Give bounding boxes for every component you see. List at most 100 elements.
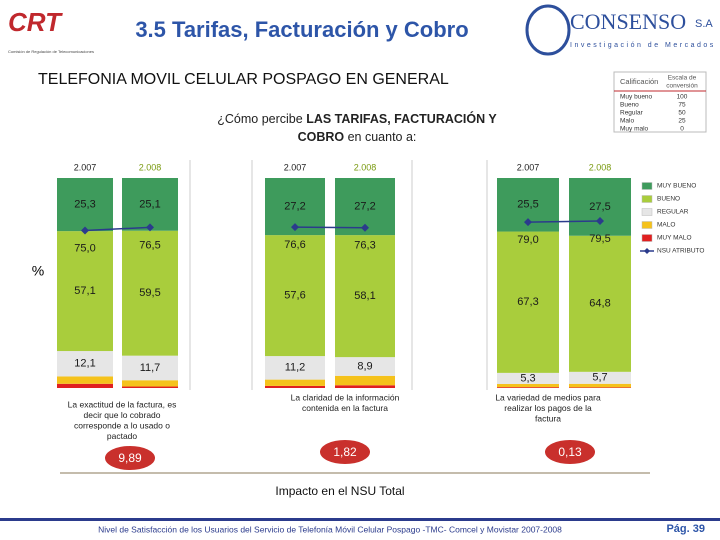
legend-label: MUY MALO [657, 235, 692, 242]
table-cell: Muy bueno [620, 94, 653, 101]
legend-marker [644, 248, 650, 254]
bar-segment [57, 231, 113, 352]
table-cell: 75 [678, 102, 686, 109]
logo-left-sub: Comisión de Regulación de Telecomunicaci… [8, 49, 94, 54]
impact-badge [320, 440, 370, 464]
nsu-line [527, 220, 601, 223]
value-label: 27,5 [589, 201, 610, 213]
x-tick-label: 2.007 [517, 162, 540, 172]
bar-segment [569, 371, 631, 384]
nsu-line [84, 226, 151, 232]
x-tick-label: 2.007 [74, 162, 97, 172]
caption: corresponde a lo usado o [74, 420, 170, 430]
table-cell: Malo [620, 118, 634, 125]
bar-segment [335, 385, 395, 388]
bar-segment [122, 230, 178, 356]
nsu-marker [291, 223, 299, 232]
legend-label: MUY BUENO [657, 183, 696, 190]
bar-segment [497, 372, 559, 385]
y-axis-label: % [32, 263, 44, 279]
question-part: LAS TARIFAS, FACTURACIÓN Y [306, 111, 497, 126]
x-tick-label: 2.007 [284, 162, 307, 172]
logo-right-icon [525, 4, 571, 56]
bar-segment [265, 356, 325, 380]
caption: realizar los pagos de la [504, 403, 592, 413]
caption: La variedad de medios para [495, 392, 601, 402]
caption: La exactitud de la factura, es [68, 399, 177, 409]
impact-title: Impacto en el NSU Total [275, 484, 404, 498]
value-label: 59,5 [139, 287, 160, 299]
logo-left: CRT [8, 7, 63, 37]
bar-segment [122, 178, 178, 231]
legend-label: MALO [657, 222, 675, 229]
page-number: Pág. 39 [666, 523, 705, 535]
value-label: 57,6 [284, 290, 305, 302]
table-cell: 50 [678, 110, 686, 117]
bar-segment [122, 386, 178, 388]
caption: factura [535, 413, 561, 423]
slide-title: 3.5 Tarifas, Facturación y Cobro [135, 17, 468, 42]
bar-segment [497, 231, 559, 373]
table-header: Escala de [668, 75, 697, 82]
impact-label: 1,82 [333, 445, 357, 459]
impact-badge [105, 446, 155, 470]
legend-label: BUENO [657, 196, 680, 203]
x-tick-label: 2.008 [354, 162, 377, 172]
bar-segment [122, 355, 178, 381]
logo-right-suffix: S.A [695, 18, 713, 30]
bar-segment [57, 178, 113, 232]
value-label: 27,2 [354, 200, 375, 212]
nsu-label: 76,3 [354, 240, 375, 252]
value-label: 25,3 [74, 198, 95, 210]
caption: pactado [107, 431, 138, 441]
nsu-label: 76,5 [139, 239, 160, 251]
legend-label: NSU ATRIBUTO [657, 248, 704, 255]
table-cell: 0 [680, 126, 684, 133]
legend-swatch [641, 208, 653, 216]
bar-segment [122, 380, 178, 387]
nsu-marker [81, 226, 89, 235]
table-cell: 100 [677, 94, 688, 101]
footer-rule [0, 518, 720, 521]
table-cell: Regular [620, 110, 644, 117]
bar-segment [57, 376, 113, 384]
caption: contenida en la factura [302, 403, 388, 413]
value-label: 12,1 [74, 358, 95, 370]
question-part: ¿Cómo percibe [217, 112, 306, 126]
legend-label: REGULAR [657, 209, 689, 216]
impact-label: 0,13 [558, 445, 582, 459]
value-label: 67,3 [517, 296, 538, 308]
nsu-marker [361, 223, 369, 232]
nsu-line [294, 226, 366, 229]
bar-segment [569, 387, 631, 388]
scale-table [613, 71, 707, 133]
subtitle: TELEFONIA MOVIL CELULAR POSPAGO EN GENER… [38, 71, 449, 88]
question: ¿Cómo percibe LAS TARIFAS, FACTURACIÓN Y [217, 111, 497, 126]
bar-segment [569, 383, 631, 388]
value-label: 11,2 [285, 362, 306, 374]
legend-swatch [641, 221, 653, 229]
bar-segment [57, 351, 113, 377]
value-label: 27,2 [284, 200, 305, 212]
x-tick-label: 2.008 [589, 162, 612, 172]
x-tick-label: 2.008 [139, 162, 162, 172]
table-header: conversión [666, 83, 698, 90]
logo-right-sub: Investigación de Mercados [570, 42, 716, 49]
value-label: 8,9 [357, 360, 372, 372]
nsu-label: 76,6 [284, 239, 305, 251]
logo-right: CONSENSO [570, 9, 686, 34]
bar-segment [497, 387, 559, 388]
bar-segment [569, 178, 631, 236]
legend-swatch [641, 195, 653, 203]
value-label: 57,1 [74, 285, 95, 297]
bar-segment [569, 235, 631, 372]
caption: decir que lo cobrado [83, 410, 160, 420]
bar-segment [265, 385, 325, 388]
nsu-label: 79,0 [517, 234, 538, 246]
impact-badge [545, 440, 595, 464]
bar-segment [265, 379, 325, 386]
bar-segment [335, 357, 395, 376]
question: COBRO en cuanto a: [298, 130, 417, 144]
legend-swatch [641, 182, 653, 190]
